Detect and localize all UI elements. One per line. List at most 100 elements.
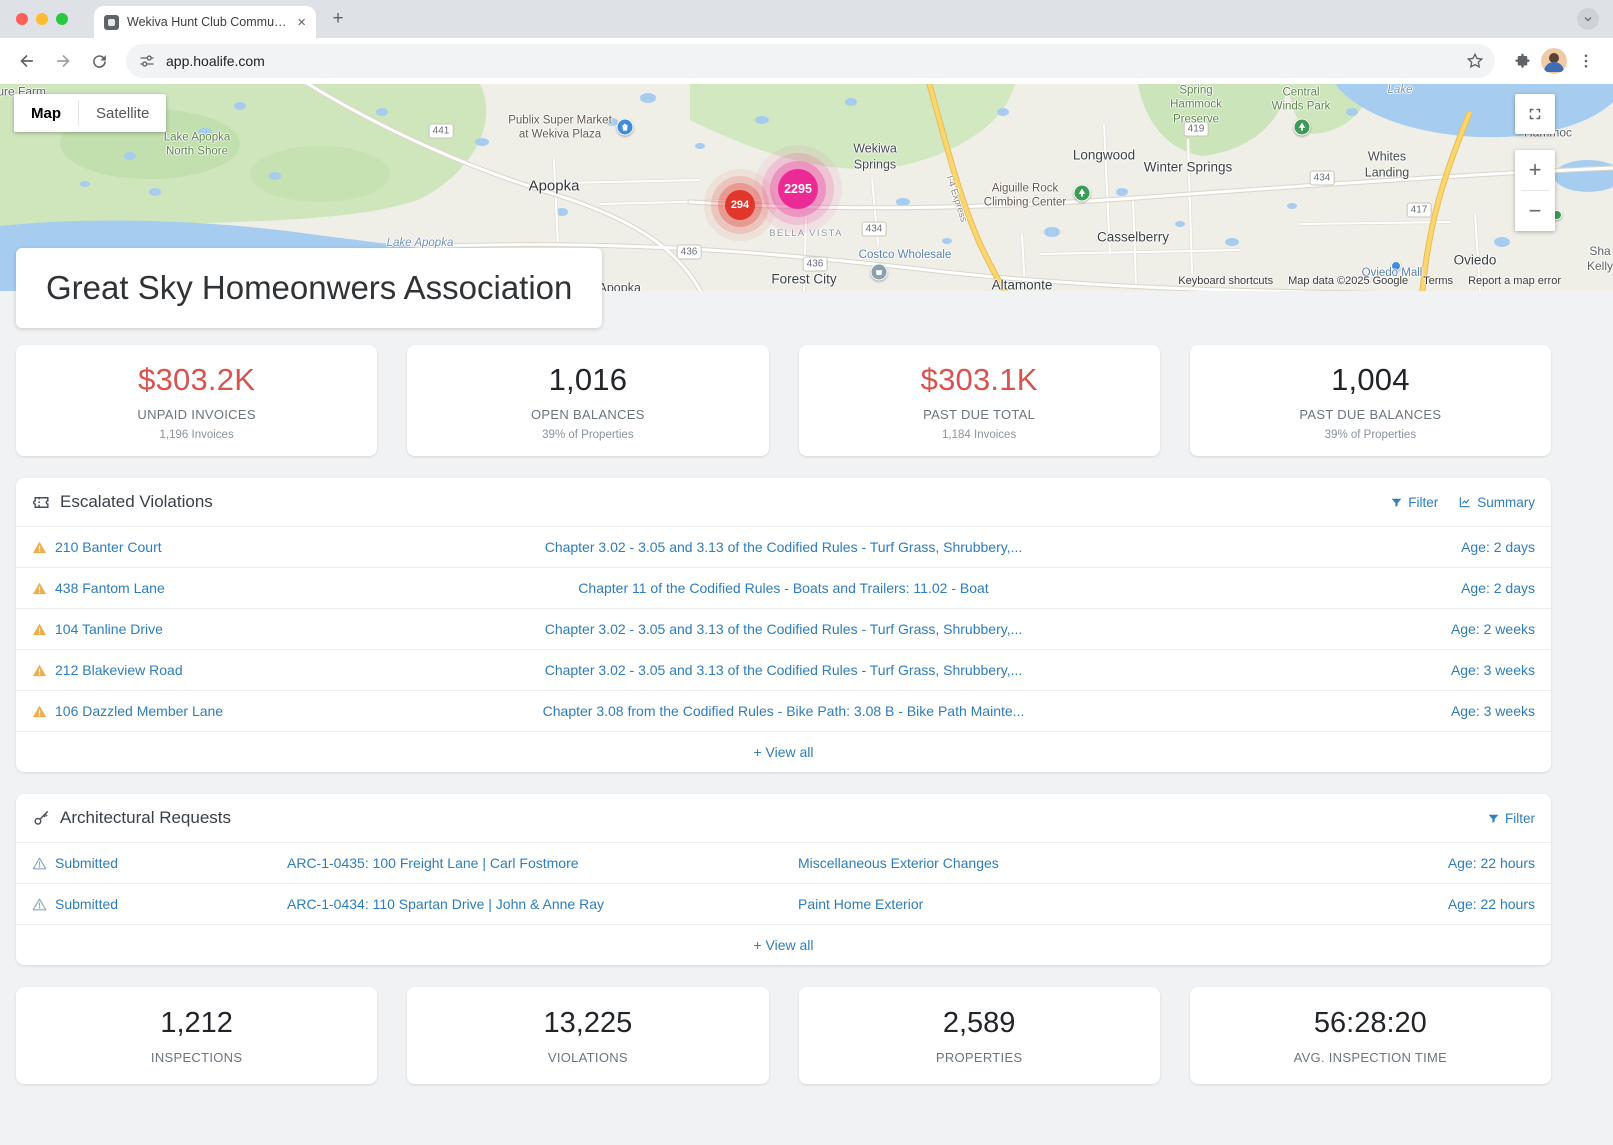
violation-address-link[interactable]: 106 Dazzled Member Lane (32, 703, 390, 719)
stat-label: VIOLATIONS (547, 1050, 628, 1065)
stat-subtext: 39% of Properties (1324, 429, 1417, 441)
zoom-out-button[interactable]: − (1515, 191, 1555, 231)
panel-title-text: Architectural Requests (60, 808, 232, 827)
violation-row: 212 Blakeview Road Chapter 3.02 - 3.05 a… (16, 649, 1551, 690)
page-title: Great Sky Homeonwers Association (46, 269, 573, 306)
warning-icon (32, 705, 47, 717)
profile-avatar[interactable] (1541, 48, 1567, 74)
arch-type-link[interactable]: Paint Home Exterior (798, 896, 924, 912)
new-tab-button[interactable]: + (332, 8, 344, 29)
stat-label: PAST DUE BALANCES (1299, 407, 1442, 422)
site-settings-icon[interactable] (138, 52, 156, 70)
violation-age-link[interactable]: Age: 2 weeks (1450, 621, 1535, 637)
keyboard-shortcuts-link[interactable]: Keyboard shortcuts (1178, 275, 1274, 287)
filter-funnel-icon (1391, 498, 1402, 507)
map-attribution: Keyboard shortcuts Map data ©2025 Google… (1178, 275, 1561, 287)
map-type-map-button[interactable]: Map (14, 94, 78, 132)
stat-label: AVG. INSPECTION TIME (1293, 1050, 1448, 1065)
supermarket-poi-marker-icon[interactable] (616, 118, 634, 136)
reload-button[interactable] (82, 44, 116, 78)
park-poi-marker-icon[interactable] (1293, 118, 1311, 136)
arch-reference-link[interactable]: ARC-1-0435: 100 Freight Lane | Carl Fost… (287, 855, 579, 871)
arch-age-link[interactable]: Age: 22 hours (1447, 896, 1535, 912)
stat-card-avg-inspection-time: 56:28:20 AVG. INSPECTION TIME (1189, 987, 1551, 1084)
stat-card-violations: 13,225 VIOLATIONS (407, 987, 769, 1084)
violation-address-link[interactable]: 212 Blakeview Road (32, 662, 390, 678)
panel-title: Architectural Requests (32, 808, 231, 828)
arch-status-link[interactable]: Submitted (32, 855, 287, 871)
violation-row: 104 Tanline Drive Chapter 3.02 - 3.05 an… (16, 608, 1551, 649)
extensions-icon[interactable] (1505, 44, 1539, 78)
stat-card-past-due-total: $303.1K PAST DUE TOTAL 1,184 Invoices (798, 345, 1160, 456)
tab-favicon-icon (104, 14, 119, 30)
violation-address-link[interactable]: 104 Tanline Drive (32, 621, 390, 637)
violation-address-link[interactable]: 210 Banter Court (32, 539, 390, 555)
violations-ticket-icon (32, 496, 49, 508)
road-shield: 417 (1406, 202, 1432, 218)
arch-reference-link[interactable]: ARC-1-0434: 110 Spartan Drive | John & A… (287, 896, 604, 912)
store-poi-marker-icon[interactable] (870, 263, 888, 281)
arch-status: Submitted (55, 855, 119, 871)
stat-label: INSPECTIONS (150, 1050, 243, 1065)
forward-button[interactable] (46, 44, 80, 78)
violation-age-link[interactable]: Age: 2 days (1461, 539, 1535, 555)
park-poi-marker-icon[interactable] (1073, 184, 1091, 202)
filter-button[interactable]: Filter (1390, 495, 1438, 510)
violation-age-link[interactable]: Age: 3 weeks (1450, 703, 1535, 719)
summary-button[interactable]: Summary (1458, 495, 1535, 510)
stat-value: 2,589 (942, 1007, 1016, 1039)
road-shield: 436 (802, 256, 828, 272)
url-text: app.hoalife.com (166, 53, 265, 69)
minimize-window-button[interactable] (36, 13, 48, 25)
violation-age-link[interactable]: Age: 3 weeks (1450, 662, 1535, 678)
violation-address: 212 Blakeview Road (55, 662, 183, 678)
zoom-window-button[interactable] (56, 13, 68, 25)
cluster-count: 294 (730, 199, 750, 211)
panel-title: Escalated Violations (32, 492, 213, 512)
violation-row: 210 Banter Court Chapter 3.02 - 3.05 and… (16, 526, 1551, 567)
zoom-in-button[interactable]: + (1515, 150, 1555, 190)
hoalife-dashboard: 441 436 436 434 434 417 419 ture Far (0, 84, 1613, 1084)
bookmark-star-icon[interactable] (1461, 47, 1489, 75)
map-cluster-marker[interactable]: 294 (725, 190, 755, 220)
filter-funnel-icon (1488, 814, 1499, 823)
fullscreen-button[interactable] (1515, 94, 1555, 134)
escalated-violations-panel: Escalated Violations Filter Summary (16, 478, 1551, 772)
road-shield: 434 (1309, 170, 1335, 186)
violation-description-link[interactable]: Chapter 3.08 from the Codified Rules - B… (542, 703, 1025, 719)
window-controls (16, 13, 68, 25)
map-cluster-marker[interactable]: 2295 (778, 169, 818, 209)
arch-type-link[interactable]: Miscellaneous Exterior Changes (798, 855, 999, 871)
road-shield: 434 (861, 221, 887, 237)
arch-status-link[interactable]: Submitted (32, 896, 287, 912)
violation-address-link[interactable]: 438 Fantom Lane (32, 580, 390, 596)
map-data-copyright: Map data ©2025 Google (1288, 275, 1409, 287)
mall-poi-marker-icon[interactable] (1391, 261, 1401, 271)
stat-value: $303.2K (138, 362, 256, 397)
close-window-button[interactable] (16, 13, 28, 25)
back-button[interactable] (10, 44, 44, 78)
map-type-satellite-button[interactable]: Satellite (79, 94, 166, 132)
arch-view-all-link[interactable]: + View all (16, 924, 1551, 965)
violation-row: 106 Dazzled Member Lane Chapter 3.08 fro… (16, 690, 1551, 731)
violation-description-link[interactable]: Chapter 11 of the Codified Rules - Boats… (578, 580, 989, 596)
violations-view-all-link[interactable]: + View all (16, 731, 1551, 772)
panel-header: Escalated Violations Filter Summary (16, 478, 1551, 526)
url-bar[interactable]: app.hoalife.com (126, 44, 1495, 78)
violation-description-link[interactable]: Chapter 3.02 - 3.05 and 3.13 of the Codi… (544, 662, 1023, 678)
stat-value: 1,212 (160, 1007, 233, 1039)
divider (1521, 190, 1549, 191)
arch-age-link[interactable]: Age: 22 hours (1447, 855, 1535, 871)
browser-menu-kebab-icon[interactable] (1569, 44, 1603, 78)
report-map-error-link[interactable]: Report a map error (1468, 275, 1561, 287)
violation-description-link[interactable]: Chapter 3.02 - 3.05 and 3.13 of the Codi… (544, 621, 1023, 637)
violation-age-link[interactable]: Age: 2 days (1461, 580, 1535, 596)
terms-link[interactable]: Terms (1423, 275, 1454, 287)
tab-close-icon[interactable]: × (297, 13, 306, 31)
stat-card-past-due-balances: 1,004 PAST DUE BALANCES 39% of Propertie… (1189, 345, 1551, 456)
browser-tab[interactable]: Wekiva Hunt Club Community × (94, 6, 316, 38)
tab-search-chevron-icon[interactable] (1577, 8, 1599, 30)
violation-description-link[interactable]: Chapter 3.02 - 3.05 and 3.13 of the Codi… (544, 539, 1023, 555)
filter-button[interactable]: Filter (1487, 811, 1535, 826)
road-shield: 419 (1183, 121, 1209, 137)
